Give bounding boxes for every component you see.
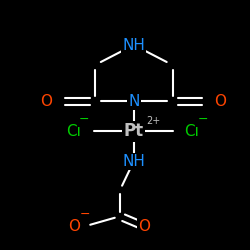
Text: Pt: Pt [124,122,144,140]
Text: 2+: 2+ [146,116,160,126]
Text: Cl: Cl [184,124,199,139]
Text: NH: NH [122,154,145,169]
Text: O: O [214,94,226,109]
Text: −: − [78,113,89,126]
Text: −: − [197,113,208,126]
Text: O: O [40,94,52,109]
Text: N: N [128,94,140,109]
Text: O: O [68,219,80,234]
Text: −: − [80,208,90,221]
Text: Cl: Cl [66,124,81,139]
Text: O: O [138,219,150,234]
Text: NH: NH [122,38,145,52]
